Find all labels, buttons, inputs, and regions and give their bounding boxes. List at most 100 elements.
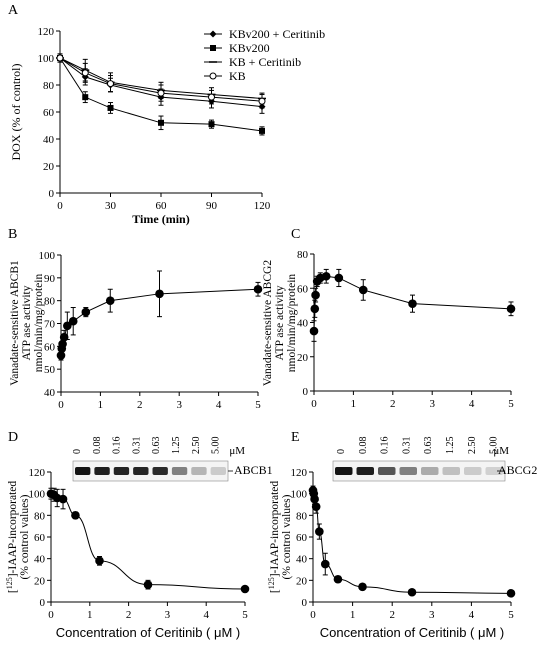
data-point xyxy=(311,502,321,511)
data-point xyxy=(334,273,344,283)
data-point xyxy=(259,127,265,134)
panel-label: E xyxy=(291,430,300,445)
blot-band xyxy=(152,467,168,475)
y-axis-label-line: [125]-IAAP-incorporated xyxy=(267,481,281,594)
y-tick-label: 100 xyxy=(29,489,46,501)
x-tick-label: 0 xyxy=(311,398,317,410)
x-axis-label: Concentration of Ceritinib ( μM ) xyxy=(320,625,505,640)
data-point xyxy=(333,574,343,584)
data-point xyxy=(143,580,153,589)
x-tick-label: 2 xyxy=(126,609,132,621)
data-point xyxy=(155,289,164,299)
legend-label: KB + Ceritinib xyxy=(229,55,301,69)
data-point xyxy=(506,589,516,598)
y-tick-label: 0 xyxy=(303,386,309,398)
data-point xyxy=(258,97,266,105)
x-tick-label: 90 xyxy=(206,200,218,212)
data-point xyxy=(82,94,89,101)
x-tick-label: 0 xyxy=(48,609,54,621)
legend-label: KBv200 + Ceritinib xyxy=(229,27,325,41)
blot-band xyxy=(356,467,374,475)
y-tick-label: 120 xyxy=(38,26,55,38)
data-point xyxy=(358,285,368,295)
blot-lane-label: 0 xyxy=(336,449,347,454)
data-point xyxy=(240,584,250,594)
x-tick-label: 5 xyxy=(508,398,514,410)
data-point xyxy=(321,271,331,281)
blot-lane-label: 2.50 xyxy=(191,437,202,455)
y-axis-label-line: Vanadate-sensitive ABCB1 xyxy=(9,260,21,386)
y-tick-label: 60 xyxy=(44,341,56,353)
data-point xyxy=(63,321,72,331)
data-point xyxy=(56,54,64,62)
x-tick-label: 2 xyxy=(137,399,143,411)
y-tick-label: 90 xyxy=(44,273,56,285)
blot-lane-label: 0.63 xyxy=(423,437,434,455)
panel-label: C xyxy=(291,227,300,242)
y-axis-label-line: nmol/min/mg/protein xyxy=(286,274,298,373)
blot-band xyxy=(75,467,91,475)
y-tick-label: 60 xyxy=(43,107,55,119)
y-tick-label: 60 xyxy=(296,532,308,544)
blot-lane-label: 5.00 xyxy=(489,437,500,454)
data-point xyxy=(71,511,80,520)
x-tick-label: 120 xyxy=(254,200,271,212)
y-tick-label: 60 xyxy=(34,532,46,544)
blot-band xyxy=(378,467,396,475)
data-point xyxy=(407,587,417,597)
x-tick-label: 0 xyxy=(57,200,63,212)
y-tick-label: 20 xyxy=(34,575,46,587)
y-tick-label: 80 xyxy=(44,296,56,308)
x-tick-label: 3 xyxy=(176,399,182,411)
panel-d: D 0 1 2 3 4 5 0 20 40 60 80 100 120 Concentration of C… xyxy=(5,430,273,640)
blot-unit: μM xyxy=(493,445,509,457)
data-point xyxy=(358,582,367,592)
legend-label: KBv200 xyxy=(229,41,270,55)
data-point xyxy=(208,121,215,128)
y-tick-label: 100 xyxy=(38,53,55,65)
y-tick-label: 40 xyxy=(44,387,56,399)
data-point xyxy=(253,284,263,294)
blot-lane-label: 0 xyxy=(72,449,83,454)
panel-b: B 0 1 2 3 4 5 40 50 60 70 80 90 100 Vanadate-sensitive… xyxy=(8,227,263,411)
blot-lane-label: 2.50 xyxy=(467,437,478,455)
data-point xyxy=(58,494,68,504)
western-blot: 0 0.08 0.16 0.31 0.63 1.25 2.50 5.00 μM ABCB1 xyxy=(72,437,273,482)
blot-lane-label: 0.16 xyxy=(112,437,123,455)
y-tick-label: 120 xyxy=(29,467,46,479)
legend-marker xyxy=(210,45,216,51)
series-line xyxy=(59,57,263,132)
x-tick-label: 3 xyxy=(429,398,435,410)
panel-c: C 0 1 2 3 4 5 0 20 40 60 80 Vanadate-sensitive ABCG2… xyxy=(262,227,516,410)
x-tick-label: 0 xyxy=(310,609,316,621)
blot-lane-label: 0.16 xyxy=(380,437,391,455)
y-tick-label: 0 xyxy=(302,597,308,609)
blot-band xyxy=(399,467,417,475)
y-tick-label: 100 xyxy=(39,250,56,262)
data-point xyxy=(81,69,89,77)
data-point xyxy=(309,326,319,336)
data-point xyxy=(310,494,319,504)
x-tick-label: 1 xyxy=(350,609,356,621)
blot-lane-label: 1.25 xyxy=(445,437,456,455)
data-point xyxy=(95,556,104,566)
y-tick-label: 100 xyxy=(291,489,308,501)
blot-protein-label: ABCG2 xyxy=(498,463,537,477)
legend-label: KB xyxy=(229,69,246,83)
blot-band xyxy=(421,467,439,475)
blot-band xyxy=(113,467,130,475)
blot-lane-label: 0.63 xyxy=(151,437,162,455)
blot-band xyxy=(335,467,353,475)
data-point xyxy=(158,119,164,126)
data-point xyxy=(105,296,115,305)
blot-lane-label: 1.25 xyxy=(171,437,182,455)
data-point xyxy=(68,316,78,326)
series-line xyxy=(59,57,263,108)
data-point xyxy=(208,93,215,101)
data-point xyxy=(320,559,330,569)
blot-band xyxy=(464,467,482,475)
x-tick-label: 5 xyxy=(242,609,248,621)
